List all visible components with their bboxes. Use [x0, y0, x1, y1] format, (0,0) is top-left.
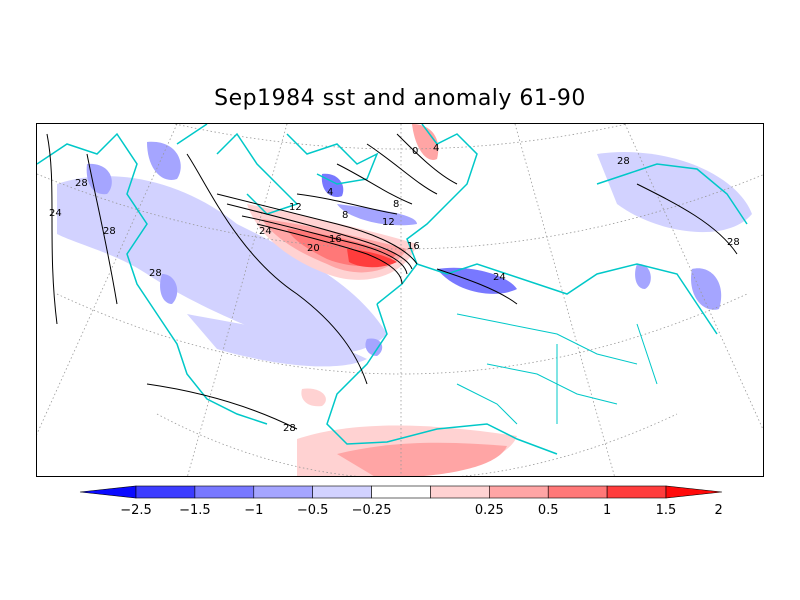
contour-line	[216, 193, 418, 265]
contour-label: 8	[393, 199, 399, 210]
anomaly-patch	[365, 338, 383, 356]
lat-lon-grid	[37, 124, 763, 476]
colorbar-segment	[194, 485, 255, 499]
colorbar-tick-label: 1	[603, 503, 611, 518]
contour-label: 28	[75, 178, 88, 189]
warm-anomaly-shading	[247, 124, 517, 476]
contour-label: 12	[289, 202, 302, 213]
coastline	[596, 163, 748, 225]
longitude-line	[624, 124, 763, 431]
contour-line	[636, 183, 738, 255]
contour-line	[336, 163, 413, 205]
anomaly-patch	[412, 124, 439, 160]
colorbar-segment	[135, 485, 196, 499]
anomaly-patch	[635, 263, 651, 289]
sst-anomaly-map: 28 24 28 28 28 12 24 20 16 12 8 4 8 0 4 …	[37, 124, 763, 476]
colorbar-tick-label: 2.5	[715, 503, 724, 518]
coastline	[37, 132, 268, 425]
contour-label: 8	[342, 210, 348, 221]
anomaly-patch	[57, 176, 387, 353]
contour-line	[366, 143, 438, 195]
contour-line	[186, 153, 368, 385]
contour-line	[241, 215, 408, 275]
contour-label: 28	[149, 268, 162, 279]
latitude-line	[56, 293, 748, 375]
coastlines	[37, 124, 748, 455]
contour-label: 12	[382, 217, 395, 228]
coastline	[376, 124, 478, 305]
longitude-line	[514, 124, 615, 476]
contour-line	[296, 193, 398, 215]
contour-label: 24	[493, 272, 506, 283]
colorbar-segment	[430, 485, 490, 499]
coastline	[416, 263, 718, 335]
contour-label: 28	[727, 237, 740, 248]
cold-anomaly-shading	[57, 141, 752, 367]
colorbar-segment	[547, 485, 608, 499]
colorbar-segment	[371, 485, 431, 499]
colorbar-tick-label: 0.25	[475, 503, 504, 518]
contour-label: 28	[283, 423, 296, 434]
map-panel: 28 24 28 28 28 12 24 20 16 12 8 4 8 0 4 …	[36, 123, 764, 477]
coastline	[286, 133, 379, 185]
anomaly-patch	[86, 163, 112, 195]
colorbar-segment	[253, 485, 313, 499]
coastline	[326, 303, 558, 455]
colorbar-tick-labels: −2.5 −1.5 −1 −0.5 −0.25 0.25 0.5 1 1.5 2.5	[120, 503, 724, 518]
colorbar-min-arrow	[79, 485, 137, 499]
colorbar-tick-label: −0.5	[297, 503, 329, 518]
sst-contours	[46, 133, 738, 430]
contour-line	[256, 223, 403, 285]
colorbar-segments	[79, 485, 723, 499]
country-borders	[456, 313, 658, 425]
longitude-line	[37, 124, 178, 435]
colorbar-tick-label: −0.25	[352, 503, 392, 518]
contour-line	[86, 153, 118, 305]
contour-line	[226, 203, 413, 270]
longitude-line	[187, 124, 288, 476]
colorbar-segment	[312, 485, 372, 499]
contour-label: 4	[433, 143, 439, 154]
contour-line	[436, 268, 518, 305]
colorbar-max-arrow	[665, 485, 723, 499]
colorbar-segment	[606, 485, 667, 499]
anomaly-patch	[301, 388, 326, 407]
contour-label: 16	[329, 234, 342, 245]
colorbar-tick-label: −1.5	[179, 503, 211, 518]
anomaly-patch	[691, 268, 722, 310]
contour-line	[396, 133, 458, 185]
contour-label: 0	[412, 146, 418, 157]
colorbar-tick-label: 0.5	[538, 503, 559, 518]
contour-label: 24	[49, 208, 62, 219]
contour-label: 24	[259, 226, 272, 237]
contour-label: 28	[103, 226, 116, 237]
colorbar-tick-label: −2.5	[120, 503, 152, 518]
colorbar-legend: −2.5 −1.5 −1 −0.5 −0.25 0.25 0.5 1 1.5 2.5	[79, 485, 724, 518]
contour-label: 16	[407, 241, 420, 252]
anomaly-patch	[337, 204, 417, 226]
anomaly-patch	[147, 141, 181, 180]
anomaly-patch	[597, 152, 752, 233]
anomaly-patch	[337, 442, 507, 476]
map-title: Sep1984 sst and anomaly 61-90	[214, 86, 586, 111]
contour-line	[46, 133, 58, 325]
contour-label: 28	[617, 156, 630, 167]
contour-labels: 28 24 28 28 28 12 24 20 16 12 8 4 8 0 4 …	[49, 143, 740, 434]
colorbar-tick-label: 1.5	[656, 503, 677, 518]
colorbar-segment	[489, 485, 549, 499]
anomaly-patch	[160, 274, 178, 304]
contour-label: 20	[307, 243, 320, 254]
contour-line	[146, 383, 298, 430]
latitude-line	[173, 124, 629, 150]
contour-label: 4	[327, 187, 333, 198]
colorbar-tick-label: −1	[244, 503, 263, 518]
anomaly-patch	[187, 314, 367, 367]
anomaly-patch	[437, 267, 517, 294]
